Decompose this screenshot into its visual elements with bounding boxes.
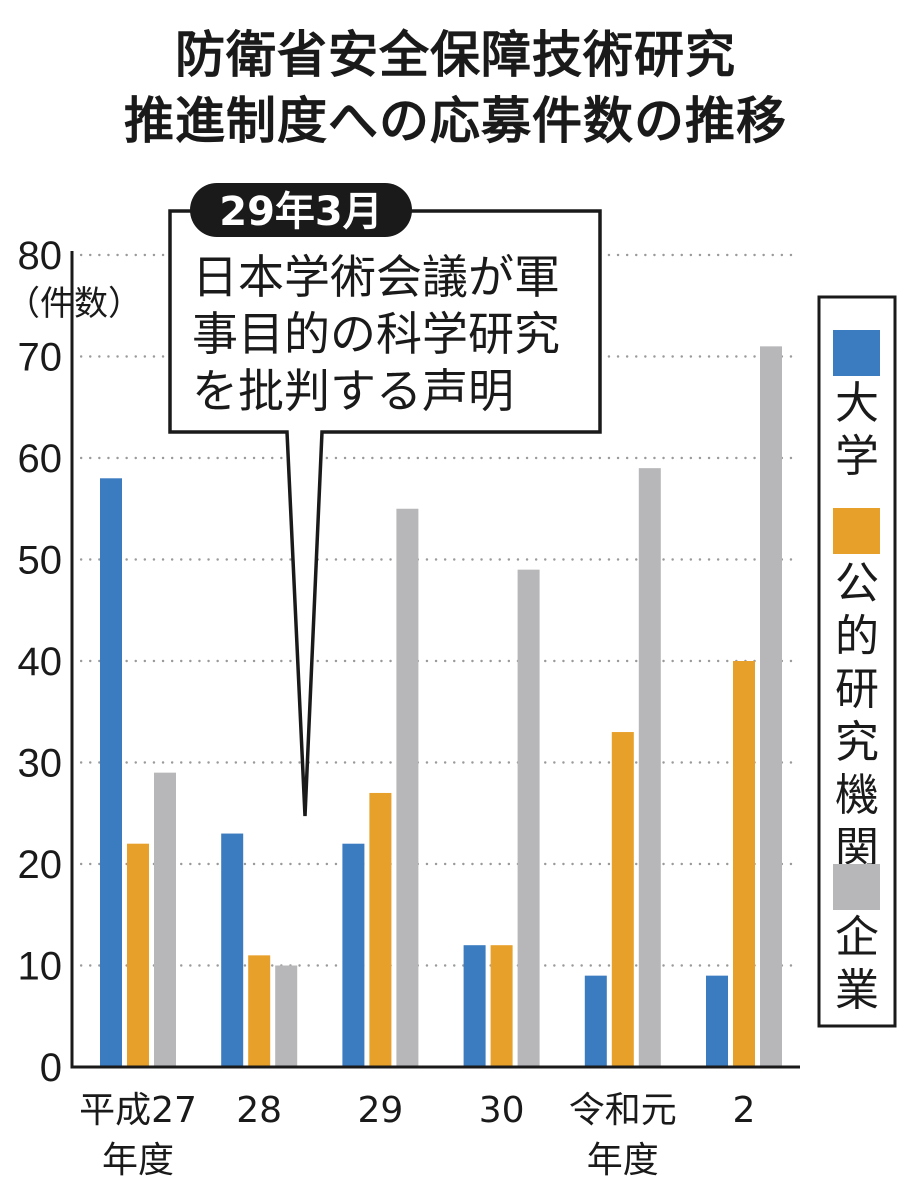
- y-tick-label-40: 40: [18, 640, 63, 684]
- bar-企業-0: [154, 772, 176, 1067]
- bar-企業-1: [275, 965, 298, 1067]
- legend-swatch-大学: [833, 330, 880, 376]
- bar-企業-2: [396, 508, 419, 1067]
- y-tick-label-60: 60: [18, 437, 63, 481]
- bar-企業-3: [517, 569, 540, 1067]
- axes: [70, 251, 800, 1069]
- callout-date-badge: [190, 183, 412, 237]
- bar-大学-3: [463, 945, 486, 1067]
- x-category-label-5-0: 2: [733, 1090, 756, 1131]
- y-tick-label-10: 10: [18, 945, 63, 989]
- legend-label-大学: 大学: [835, 378, 879, 482]
- bar-大学-5: [706, 975, 728, 1067]
- bar-公的研究機関-0: [127, 843, 149, 1067]
- y-tick-label-30: 30: [18, 742, 63, 786]
- y-tick-label-50: 50: [18, 539, 63, 583]
- callout-text-line-2: を批判する声明: [192, 364, 514, 418]
- x-category-label-1-0: 28: [236, 1090, 282, 1131]
- legend-swatch-企業: [833, 864, 880, 910]
- bar-公的研究機関-3: [490, 945, 513, 1067]
- y-tick-label-80: 80: [18, 234, 63, 278]
- y-tick-label-20: 20: [18, 843, 63, 887]
- x-category-label-0-1: 年度: [102, 1140, 174, 1181]
- bar-大学-2: [342, 843, 365, 1067]
- y-tick-label-70: 70: [18, 336, 63, 380]
- callout-text-line-1: 事目的の科学研究: [192, 307, 560, 361]
- x-category-label-2-0: 29: [357, 1090, 403, 1131]
- legend-label-企業: 企業: [835, 912, 879, 1016]
- chart-title-line-1: 防衛省安全保障技術研究: [175, 26, 736, 84]
- chart-title-line-2: 推進制度への応募件数の推移: [124, 92, 787, 150]
- x-category-label-4-0: 令和元: [569, 1090, 677, 1131]
- x-category-label-4-1: 年度: [587, 1140, 659, 1181]
- callout-text-line-0: 日本学術会議が軍: [192, 250, 560, 304]
- callout-box: [168, 209, 602, 817]
- bar-大学-0: [100, 478, 122, 1067]
- bar-大学-4: [584, 975, 607, 1067]
- x-category-label-0-0: 平成27: [79, 1090, 197, 1131]
- bar-企業-5: [760, 346, 782, 1068]
- bar-大学-1: [221, 833, 244, 1067]
- bar-公的研究機関-2: [369, 792, 392, 1067]
- legend-swatch-公的研究機関: [833, 508, 880, 554]
- x-category-label-3-0: 30: [479, 1090, 525, 1131]
- bar-企業-4: [638, 468, 661, 1067]
- bars: [100, 346, 782, 1068]
- callout-date-text: 29年3月: [219, 189, 383, 235]
- y-tick-labels: 0 10 20 30 40 50 60 70 80 （件数）: [6, 234, 142, 1090]
- bar-公的研究機関-1: [248, 955, 271, 1067]
- bar-公的研究機関-4: [611, 732, 634, 1067]
- y-axis-unit-label: （件数）: [6, 284, 142, 324]
- y-tick-label-0: 0: [40, 1046, 62, 1090]
- bar-公的研究機関-5: [733, 661, 755, 1067]
